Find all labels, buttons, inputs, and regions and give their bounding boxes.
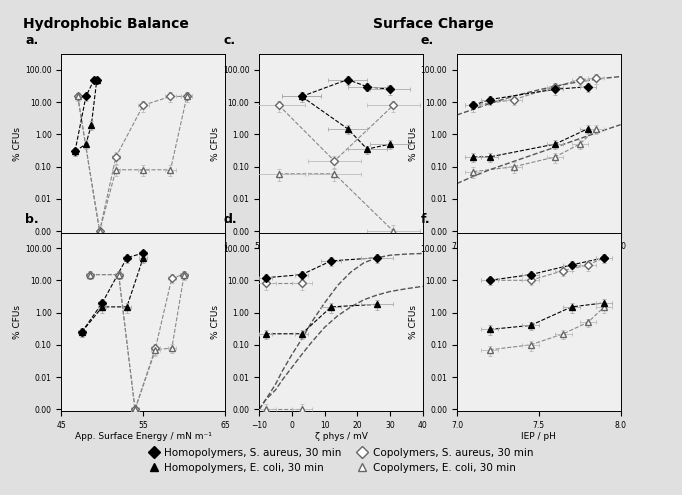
- Y-axis label: % CFUs: % CFUs: [13, 305, 23, 339]
- Text: a.: a.: [25, 34, 39, 48]
- X-axis label: ζ phys / mV: ζ phys / mV: [314, 432, 368, 442]
- X-axis label: Swellability in Water: Swellability in Water: [97, 254, 190, 263]
- Y-axis label: % CFUs: % CFUs: [13, 127, 23, 160]
- Text: Hydrophobic Balance: Hydrophobic Balance: [23, 17, 189, 31]
- Text: b.: b.: [25, 212, 39, 226]
- X-axis label: IEP / pH: IEP / pH: [521, 432, 557, 442]
- Text: d.: d.: [223, 212, 237, 226]
- Y-axis label: % CFUs: % CFUs: [409, 305, 418, 339]
- Text: c.: c.: [223, 34, 235, 48]
- X-axis label: ζ max / mV: ζ max / mV: [316, 254, 366, 263]
- X-axis label: App. Surface Energy / mN m⁻¹: App. Surface Energy / mN m⁻¹: [75, 432, 211, 442]
- Y-axis label: % CFUs: % CFUs: [409, 127, 418, 160]
- X-axis label: pK: pK: [533, 254, 545, 263]
- Text: e.: e.: [421, 34, 434, 48]
- Y-axis label: % CFUs: % CFUs: [211, 305, 220, 339]
- Text: f.: f.: [421, 212, 430, 226]
- Legend: Homopolymers, S. aureus, 30 min, Homopolymers, E. coli, 30 min, Copolymers, S. a: Homopolymers, S. aureus, 30 min, Homopol…: [149, 447, 533, 473]
- Y-axis label: % CFUs: % CFUs: [211, 127, 220, 160]
- Text: Surface Charge: Surface Charge: [372, 17, 494, 31]
